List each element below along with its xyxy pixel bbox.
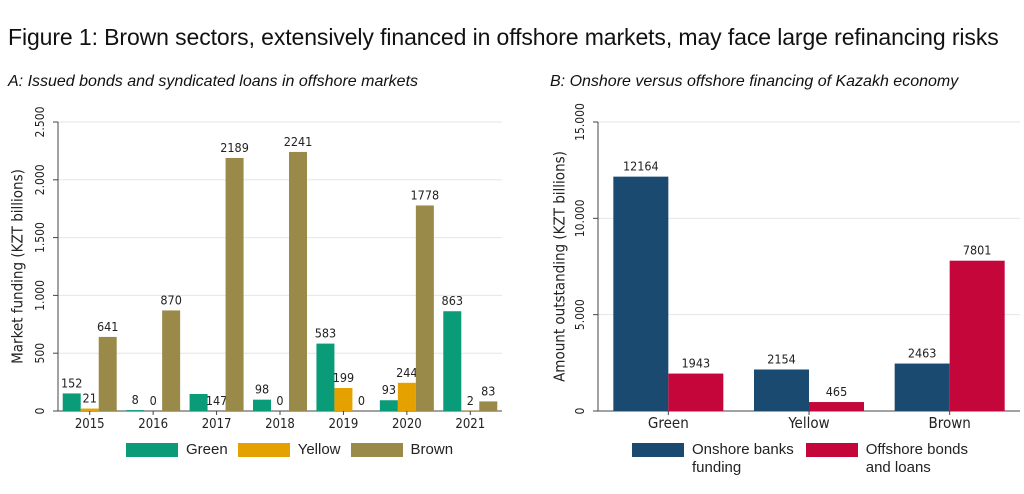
- bar-panel-a-brown-2020: [415, 205, 434, 411]
- bar-panel-a-brown-2018: [289, 151, 307, 411]
- bar-panel-a-yellow-2020: [397, 382, 416, 411]
- bar-panel-b-onshore-banks-funding-yellow: [754, 369, 809, 411]
- data-label-panel-a-green-2020: 93: [382, 382, 396, 397]
- x-tick-label-panel-a-0: 2015: [75, 417, 105, 432]
- bar-panel-a-green-2016: [126, 410, 145, 411]
- data-label-panel-a-brown-2019: 0: [358, 393, 365, 408]
- bar-panel-b-onshore-banks-funding-brown: [894, 363, 950, 411]
- data-label-panel-a-brown-2016: 870: [160, 292, 181, 307]
- bar-panel-a-green-2019: [316, 343, 335, 411]
- x-tick-label-panel-b-1: Yellow: [787, 414, 829, 432]
- legend-label-brown: Brown: [410, 441, 454, 458]
- bar-panel-b-onshore-banks-funding-green: [613, 176, 669, 411]
- panel-b-legend: Onshore banks funding Offshore bonds and…: [632, 441, 968, 477]
- data-label-panel-a-green-2016: 8: [132, 392, 139, 407]
- data-label-panel-b-onshore-banks-funding-yellow: 2154: [767, 351, 796, 366]
- legend-swatch-offshore: [805, 443, 858, 457]
- legend-label-offshore-line2: and loans: [865, 459, 931, 476]
- bar-panel-a-yellow-2019: [334, 387, 353, 411]
- panel-a-title: A: Issued bonds and syndicated loans in …: [8, 73, 419, 90]
- data-label-panel-a-yellow-2015: 21: [83, 391, 97, 406]
- legend-label-green: Green: [186, 441, 228, 458]
- x-tick-label-panel-a-2: 2017: [202, 417, 232, 432]
- legend-item-offshore: Offshore bonds and loans: [805, 441, 969, 477]
- y-tick-label-panel-a-3: 1.500: [33, 222, 47, 253]
- legend-item-yellow: Yellow: [237, 441, 341, 458]
- y-tick-label-panel-a-2: 1.000: [33, 280, 47, 311]
- legend-swatch-green: [126, 443, 178, 457]
- x-tick-label-panel-a-6: 2021: [455, 417, 485, 432]
- data-label-panel-a-brown-2018: 2241: [284, 134, 313, 149]
- legend-swatch-yellow: [237, 443, 290, 457]
- y-tick-label-panel-b-2: 10.000: [573, 199, 587, 237]
- bar-panel-a-green-2021: [443, 311, 462, 411]
- x-tick-label-panel-a-4: 2019: [329, 417, 359, 432]
- data-label-panel-b-onshore-banks-funding-green: 12164: [623, 159, 659, 174]
- x-tick-label-panel-a-3: 2018: [265, 417, 295, 432]
- x-tick-label-panel-a-5: 2020: [392, 417, 422, 432]
- y-tick-label-panel-a-0: 0: [33, 407, 47, 414]
- data-label-panel-b-offshore-bonds-and-loans-green: 1943: [682, 356, 711, 371]
- bar-panel-a-green-2020: [379, 400, 398, 411]
- bar-panel-a-green-2015: [62, 393, 81, 411]
- bar-panel-b-offshore-bonds-and-loans-green: [668, 373, 724, 411]
- data-label-panel-b-offshore-bonds-and-loans-brown: 7801: [963, 243, 992, 258]
- data-label-panel-a-yellow-2021: 2: [467, 393, 474, 408]
- data-label-panel-a-brown-2015: 641: [97, 319, 118, 334]
- x-tick-label-panel-b-2: Brown: [929, 414, 971, 432]
- bar-panel-a-brown-2016: [162, 310, 181, 411]
- data-label-panel-a-yellow-2016: 0: [150, 393, 157, 408]
- y-tick-label-panel-a-5: 2.500: [33, 106, 47, 137]
- data-label-panel-a-yellow-2017: 147: [206, 393, 227, 408]
- legend-item-green: Green: [126, 441, 228, 458]
- panel-b-title: B: Onshore versus offshore financing of …: [550, 73, 959, 90]
- bar-panel-b-offshore-bonds-and-loans-yellow: [809, 402, 864, 411]
- y-tick-label-panel-b-3: 15.000: [573, 103, 587, 141]
- y-tick-label-panel-b-0: 0: [573, 407, 587, 414]
- x-tick-label-panel-b-0: Green: [648, 414, 689, 432]
- bar-panel-a-brown-2021: [479, 401, 498, 411]
- legend-label-yellow: Yellow: [297, 441, 341, 458]
- bar-panel-b-offshore-bonds-and-loans-brown: [949, 260, 1005, 411]
- data-label-panel-a-brown-2020: 1778: [411, 187, 440, 202]
- y-tick-label-panel-a-4: 2.000: [33, 164, 47, 195]
- data-label-panel-a-green-2021: 863: [442, 293, 463, 308]
- legend-swatch-onshore: [632, 443, 684, 457]
- bar-panel-a-green-2017: [189, 394, 208, 411]
- data-label-panel-a-brown-2017: 2189: [220, 140, 249, 155]
- data-label-panel-a-green-2015: 152: [61, 375, 82, 390]
- legend-swatch-brown: [350, 443, 403, 457]
- data-label-panel-b-offshore-bonds-and-loans-yellow: 465: [826, 384, 847, 399]
- data-label-panel-a-yellow-2019: 199: [333, 370, 354, 385]
- bar-panel-a-yellow-2015: [80, 408, 99, 411]
- data-label-panel-a-yellow-2018: 0: [276, 393, 283, 408]
- legend-label-offshore-line1: Offshore bonds: [865, 441, 969, 458]
- y-axis-label-panel-a: Market funding (KZT billions): [9, 169, 27, 364]
- data-label-panel-a-brown-2021: 83: [481, 383, 495, 398]
- y-tick-label-panel-b-1: 5.000: [573, 299, 587, 330]
- legend-label-onshore-line2: funding: [692, 459, 742, 476]
- bar-panel-a-green-2018: [253, 399, 271, 411]
- data-label-panel-a-green-2019: 583: [315, 326, 336, 341]
- bar-panel-a-brown-2015: [98, 336, 117, 411]
- bar-panel-a-brown-2017: [225, 157, 244, 411]
- y-axis-label-panel-b: Amount outstanding (KZT billions): [551, 151, 569, 382]
- data-label-panel-a-yellow-2020: 244: [396, 365, 417, 380]
- y-tick-label-panel-a-1: 500: [33, 343, 47, 364]
- figure-title: Figure 1: Brown sectors, extensively fin…: [8, 24, 999, 50]
- panel-a-legend: Green Yellow Brown: [126, 441, 453, 458]
- data-label-panel-a-green-2018: 98: [255, 382, 269, 397]
- legend-label-onshore-line1: Onshore banks: [692, 441, 794, 458]
- data-label-panel-b-onshore-banks-funding-brown: 2463: [908, 346, 937, 361]
- x-tick-label-panel-a-1: 2016: [138, 417, 168, 432]
- legend-item-onshore: Onshore banks funding: [632, 441, 794, 477]
- legend-item-brown: Brown: [350, 441, 454, 458]
